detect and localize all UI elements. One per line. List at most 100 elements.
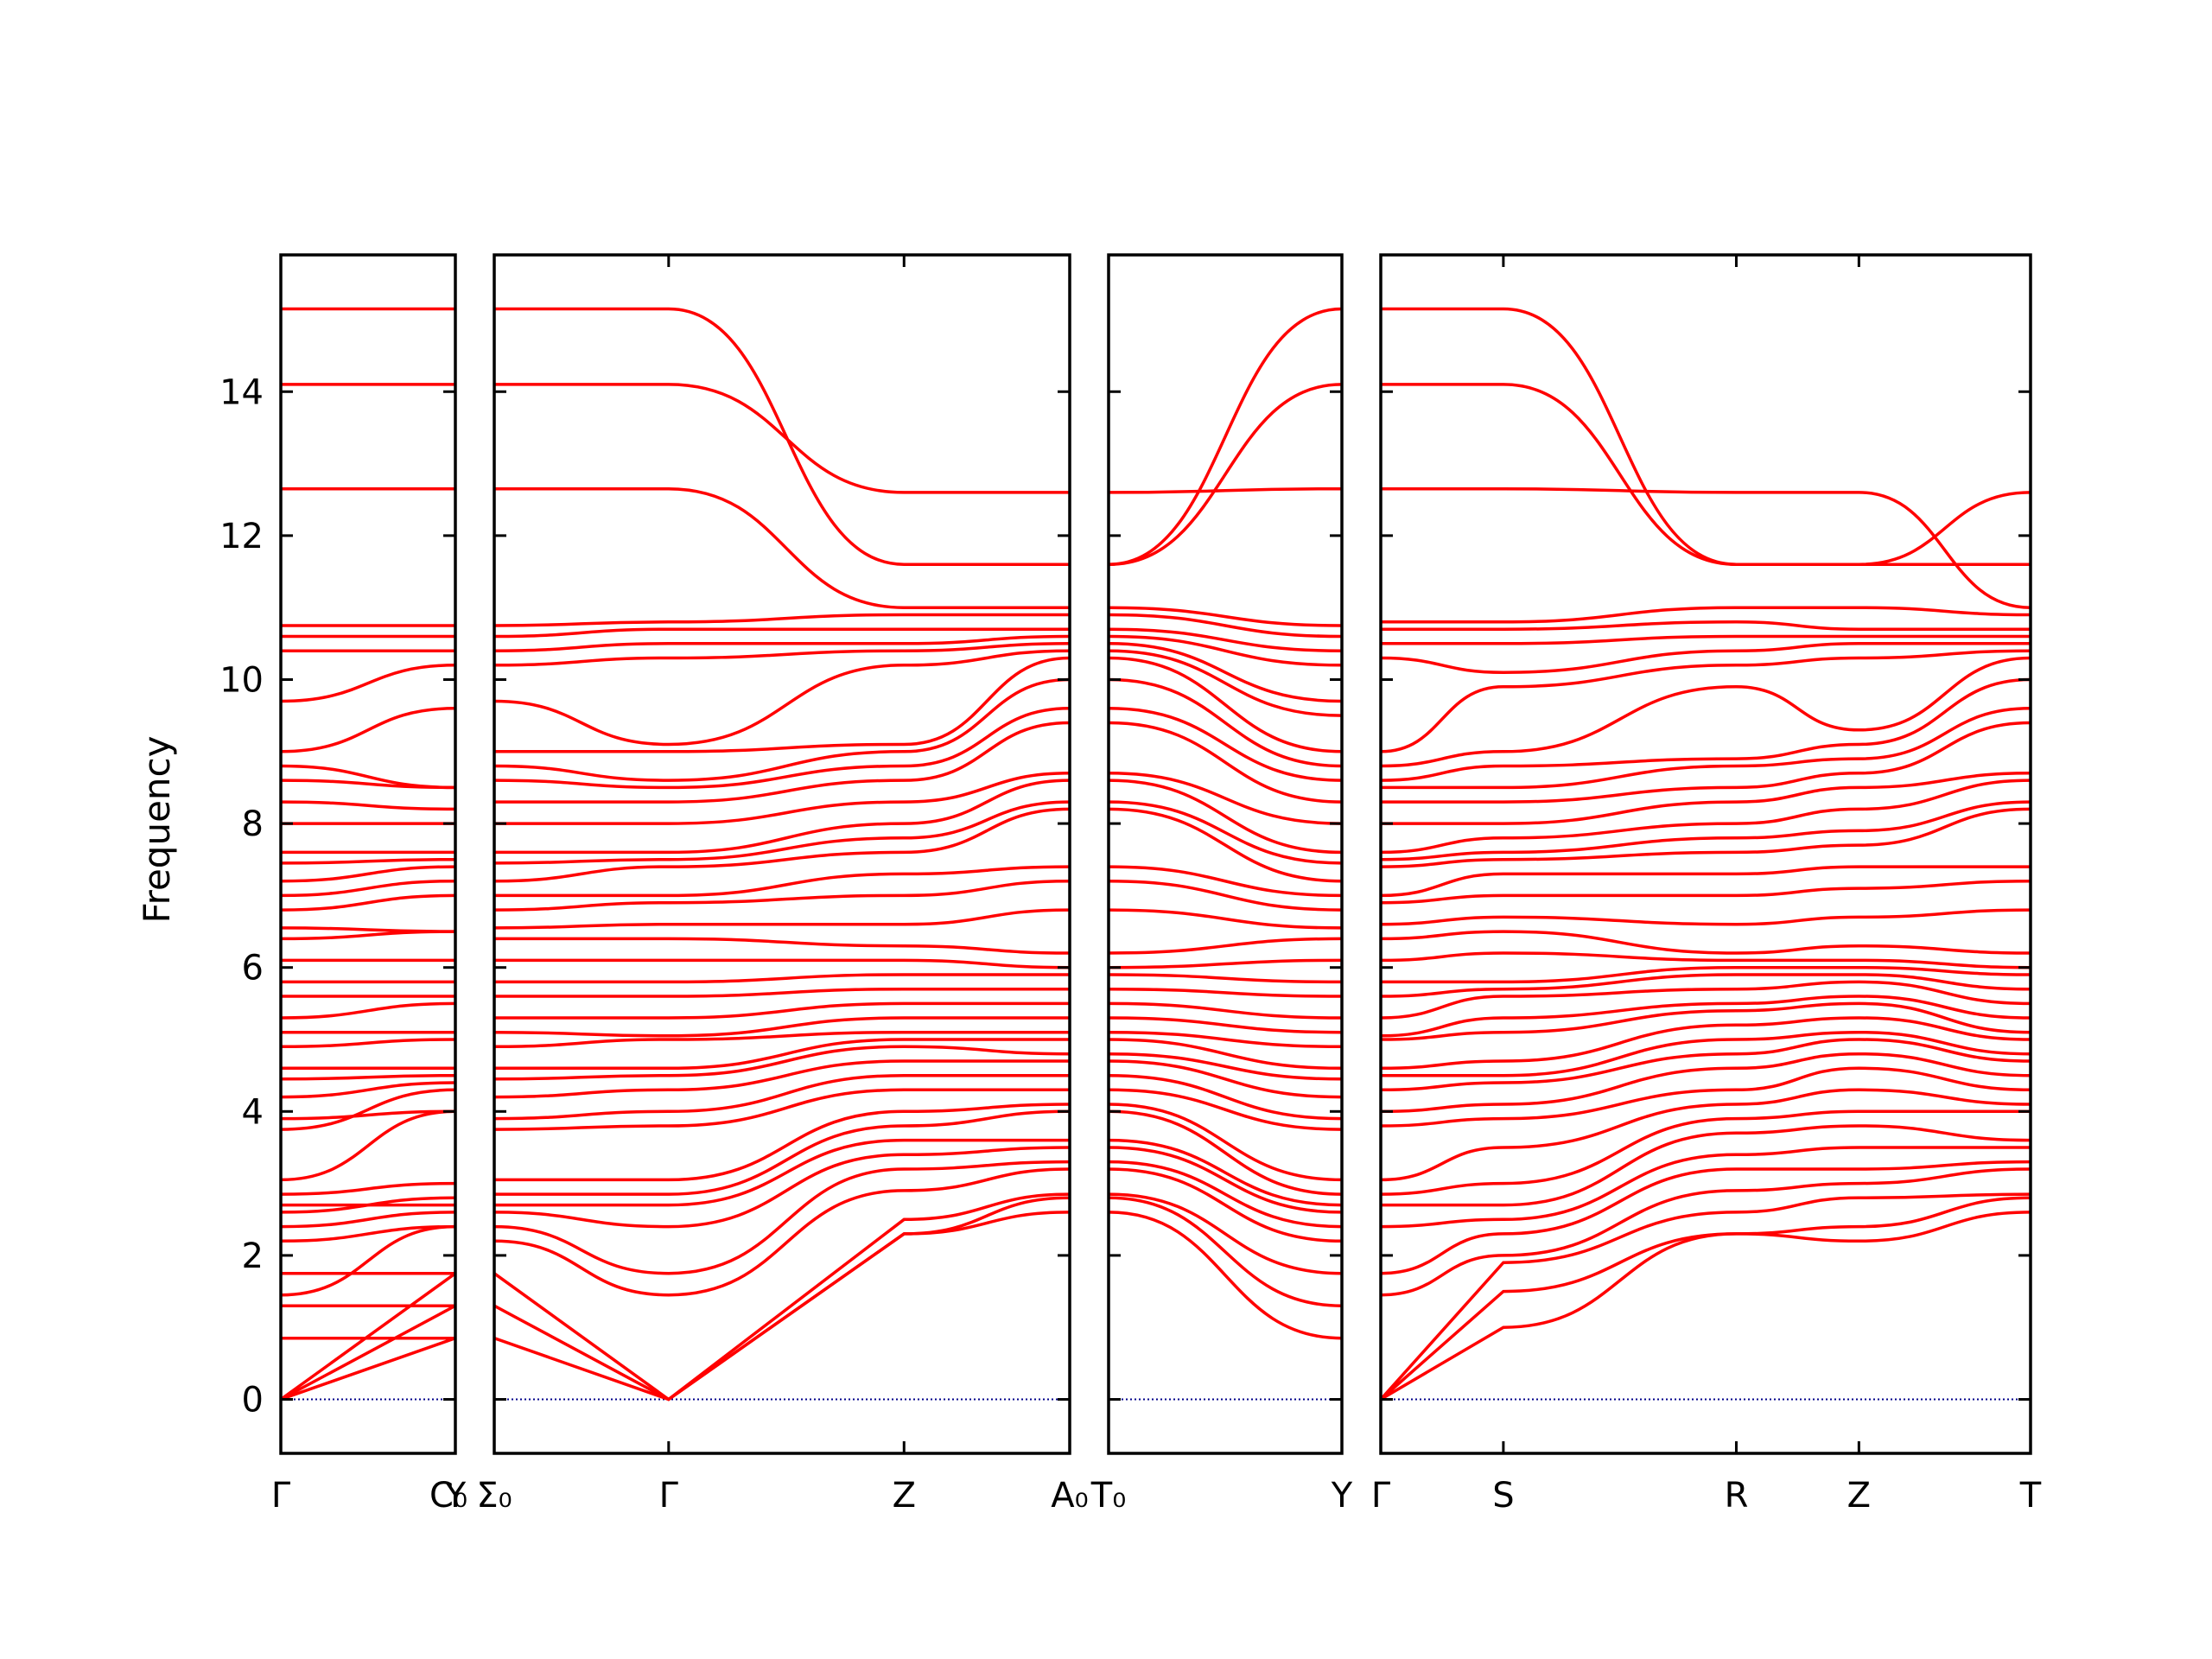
band-line bbox=[281, 865, 455, 883]
x-tick-label: Y bbox=[1331, 1476, 1353, 1516]
x-tick-label: Z bbox=[893, 1476, 916, 1516]
band-line bbox=[494, 707, 1070, 790]
band-line bbox=[1109, 656, 1342, 753]
band-line bbox=[1109, 865, 1342, 898]
band-line bbox=[281, 1038, 455, 1049]
band-line bbox=[281, 1224, 455, 1243]
band-line bbox=[1109, 634, 1342, 667]
band-line bbox=[1381, 620, 2031, 631]
band-line bbox=[1381, 930, 2031, 955]
band-line bbox=[1381, 307, 2031, 566]
bands-group bbox=[281, 307, 455, 1402]
band-line bbox=[1109, 937, 1342, 955]
band-line bbox=[1381, 1030, 2031, 1077]
band-line bbox=[1381, 1016, 2031, 1071]
band-line bbox=[1381, 707, 2031, 790]
panel-frame bbox=[1107, 253, 1344, 1455]
band-line bbox=[494, 865, 1070, 898]
band-line bbox=[1381, 865, 2031, 898]
band-line bbox=[494, 677, 1070, 782]
band-line bbox=[494, 1016, 1070, 1038]
panel-frame bbox=[1379, 253, 2032, 1455]
y-tick-label: 12 bbox=[219, 517, 264, 556]
band-line bbox=[1381, 1211, 2031, 1402]
band-line bbox=[1381, 486, 2031, 609]
band-line bbox=[1381, 973, 2031, 998]
band-line bbox=[281, 857, 455, 865]
panel-1: Γ YC₀ bbox=[271, 253, 467, 1516]
band-line bbox=[1381, 649, 2031, 753]
band-line bbox=[1109, 613, 1342, 639]
band-line bbox=[281, 1001, 455, 1020]
band-line bbox=[1109, 1138, 1342, 1207]
band-line bbox=[494, 1038, 1070, 1071]
band-line bbox=[281, 1081, 455, 1099]
band-line bbox=[1381, 772, 2031, 825]
band-line bbox=[494, 383, 1070, 494]
y-axis-label: Frequency bbox=[136, 736, 178, 924]
band-line bbox=[494, 627, 1070, 639]
band-line bbox=[281, 1109, 455, 1182]
band-line bbox=[1109, 987, 1342, 998]
band-line bbox=[281, 1304, 455, 1402]
x-tick-label: R bbox=[1725, 1476, 1749, 1516]
band-line bbox=[1381, 656, 2031, 768]
band-line bbox=[1381, 634, 2031, 645]
bands-group bbox=[1109, 307, 1342, 1401]
band-line bbox=[494, 656, 1070, 753]
band-line bbox=[1381, 642, 2031, 674]
band-line bbox=[494, 1073, 1070, 1121]
band-line bbox=[1381, 1038, 2031, 1092]
band-line bbox=[494, 987, 1070, 998]
band-line bbox=[1381, 1052, 2031, 1114]
band-line bbox=[281, 664, 455, 703]
band-line bbox=[281, 1073, 455, 1081]
band-line bbox=[494, 807, 1070, 883]
band-line bbox=[1109, 1001, 1342, 1020]
band-line bbox=[281, 1181, 455, 1196]
band-line bbox=[1109, 307, 1342, 566]
band-line bbox=[1381, 965, 2031, 984]
band-line bbox=[1109, 908, 1342, 930]
band-line bbox=[494, 1045, 1070, 1081]
band-line bbox=[494, 1059, 1070, 1099]
bands-group bbox=[494, 307, 1070, 1402]
band-line bbox=[1109, 707, 1342, 782]
band-line bbox=[1109, 383, 1342, 566]
band-line bbox=[1381, 1088, 2031, 1182]
band-line bbox=[1109, 800, 1342, 865]
band-line bbox=[494, 879, 1070, 912]
y-tick-label: 8 bbox=[242, 804, 264, 844]
x-tick-label: Γ bbox=[659, 1476, 679, 1516]
y-tick-label: 4 bbox=[242, 1092, 264, 1132]
band-line bbox=[1381, 779, 2031, 855]
band-line bbox=[1109, 1167, 1342, 1243]
band-line bbox=[1109, 1160, 1342, 1229]
band-line bbox=[494, 800, 1070, 865]
band-line bbox=[281, 879, 455, 898]
band-line bbox=[494, 721, 1070, 804]
band-line bbox=[1109, 807, 1342, 883]
band-line bbox=[494, 973, 1070, 984]
y-tick-label: 6 bbox=[242, 949, 264, 988]
band-line bbox=[494, 1167, 1070, 1297]
y-tick-label: 0 bbox=[242, 1381, 264, 1421]
band-line bbox=[494, 1103, 1070, 1182]
band-line bbox=[1109, 1059, 1342, 1099]
band-line bbox=[494, 1196, 1070, 1402]
x-tick-label: T bbox=[2019, 1476, 2042, 1516]
band-line bbox=[1109, 486, 1342, 494]
panel-frame bbox=[279, 253, 457, 1455]
x-tick-label: Z bbox=[1847, 1476, 1871, 1516]
band-line bbox=[1109, 606, 1342, 627]
band-line bbox=[1109, 772, 1342, 825]
band-line bbox=[1109, 721, 1342, 804]
band-line bbox=[494, 613, 1070, 627]
band-line bbox=[1381, 606, 2031, 624]
band-line bbox=[494, 937, 1070, 955]
band-line bbox=[494, 908, 1070, 930]
band-line bbox=[494, 1146, 1070, 1229]
y-tick-label: 2 bbox=[242, 1236, 264, 1276]
band-line bbox=[1381, 1146, 2031, 1229]
